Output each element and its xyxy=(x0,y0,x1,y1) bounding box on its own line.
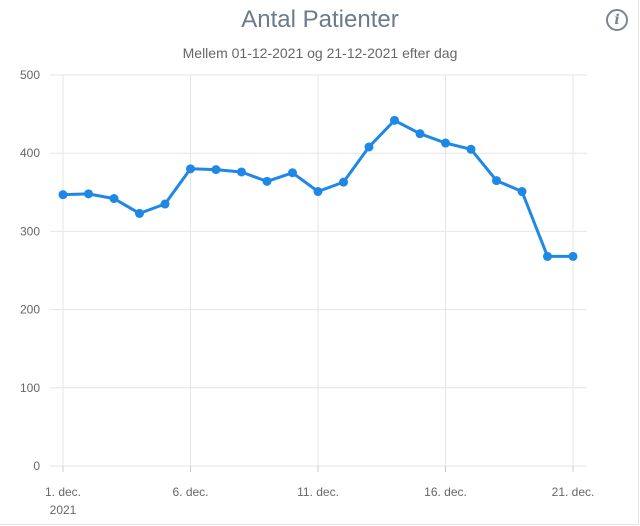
y-tick-label: 0 xyxy=(33,459,40,473)
data-point xyxy=(262,176,272,186)
y-tick-label: 200 xyxy=(20,303,40,317)
data-point xyxy=(135,208,144,218)
plot-area xyxy=(58,115,578,261)
data-point xyxy=(568,251,578,261)
y-tick-label: 400 xyxy=(20,146,40,160)
data-point xyxy=(313,187,323,197)
data-point xyxy=(186,164,195,174)
data-point xyxy=(415,129,425,139)
data-point xyxy=(84,189,93,199)
y-tick-label: 500 xyxy=(20,68,40,82)
data-point xyxy=(543,251,552,261)
data-point xyxy=(58,190,68,200)
chart-subtitle: Mellem 01-12-2021 og 21-12-2021 efter da… xyxy=(182,45,458,61)
data-point xyxy=(466,144,476,154)
x-tick-label: 21. dec. xyxy=(552,485,595,499)
x-tick-label: 1. dec. xyxy=(45,485,81,499)
x-tick-sublabel: 2021 xyxy=(50,503,77,517)
y-tick-label: 300 xyxy=(20,224,40,238)
data-point xyxy=(109,194,119,204)
x-tick-label: 6. dec. xyxy=(172,485,208,499)
data-point xyxy=(364,142,374,152)
x-tick-label: 16. dec. xyxy=(424,485,467,499)
data-point xyxy=(211,165,221,175)
data-point xyxy=(441,138,450,148)
info-icon[interactable]: i xyxy=(606,9,628,31)
data-point xyxy=(288,168,297,178)
y-tick-label: 100 xyxy=(20,381,40,395)
grid-lines xyxy=(50,74,587,472)
data-point xyxy=(517,187,527,197)
chart-title: Antal Patienter xyxy=(241,6,399,33)
x-tick-label: 11. dec. xyxy=(297,485,339,499)
data-point xyxy=(160,199,170,209)
data-point xyxy=(492,176,501,186)
x-axis-ticks: 1. dec. 2021 6. dec. 11. dec. 16. dec. 21. de… xyxy=(45,485,594,517)
data-point xyxy=(390,115,399,125)
data-point xyxy=(339,177,348,187)
y-axis-ticks: 0 100 200 300 400 500 xyxy=(20,68,40,473)
data-point xyxy=(237,167,246,177)
